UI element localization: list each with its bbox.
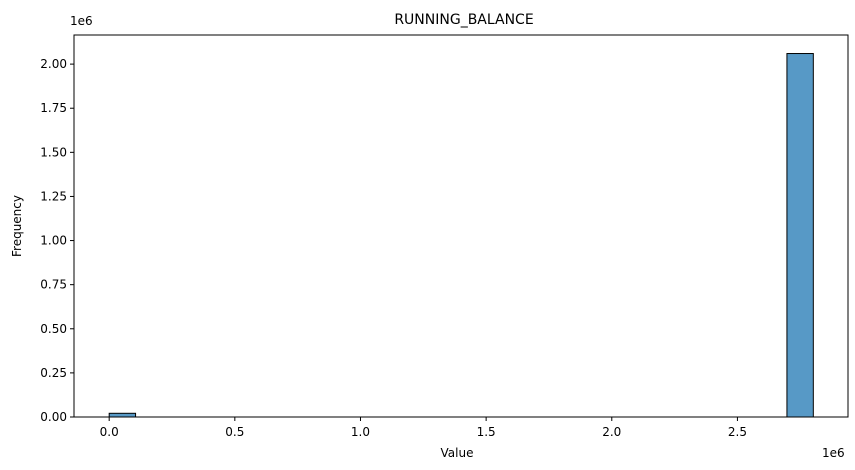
x-tick-label-5: 2.5 xyxy=(728,425,747,439)
x-offset-text: 1e6 xyxy=(822,446,845,460)
y-tick-label-3: 0.75 xyxy=(40,278,67,292)
x-tick-label-4: 2.0 xyxy=(602,425,621,439)
y-tick-label-1: 0.25 xyxy=(40,366,67,380)
y-tick-label-2: 0.50 xyxy=(40,322,67,336)
plot-frame xyxy=(73,34,849,418)
bars-group xyxy=(108,53,814,418)
y-tick-label-6: 1.50 xyxy=(40,145,67,159)
x-tick-label-1: 0.5 xyxy=(225,425,244,439)
y-offset-text: 1e6 xyxy=(70,14,93,28)
y-axis-label: Frequency xyxy=(10,195,24,257)
y-tick-label-4: 1.00 xyxy=(40,234,67,248)
x-axis-label: Value xyxy=(441,446,474,460)
chart-title: RUNNING_BALANCE xyxy=(394,12,533,28)
y-tick-label-7: 1.75 xyxy=(40,101,67,115)
y-axis: 0.00 0.25 0.50 0.75 1.00 1.25 1.50 1.75 2.00 xyxy=(40,57,74,424)
y-tick-label-5: 1.25 xyxy=(40,189,67,203)
x-tick-label-2: 1.0 xyxy=(351,425,370,439)
y-tick-label-8: 2.00 xyxy=(40,57,67,71)
y-tick-label-0: 0.00 xyxy=(40,410,67,424)
histogram-bar-0 xyxy=(108,412,137,418)
x-tick-label-0: 0.0 xyxy=(100,425,119,439)
x-axis: 0.0 0.5 1.0 1.5 2.0 2.5 xyxy=(100,417,747,439)
histogram-bar-1 xyxy=(786,53,814,418)
x-tick-label-3: 1.5 xyxy=(477,425,496,439)
